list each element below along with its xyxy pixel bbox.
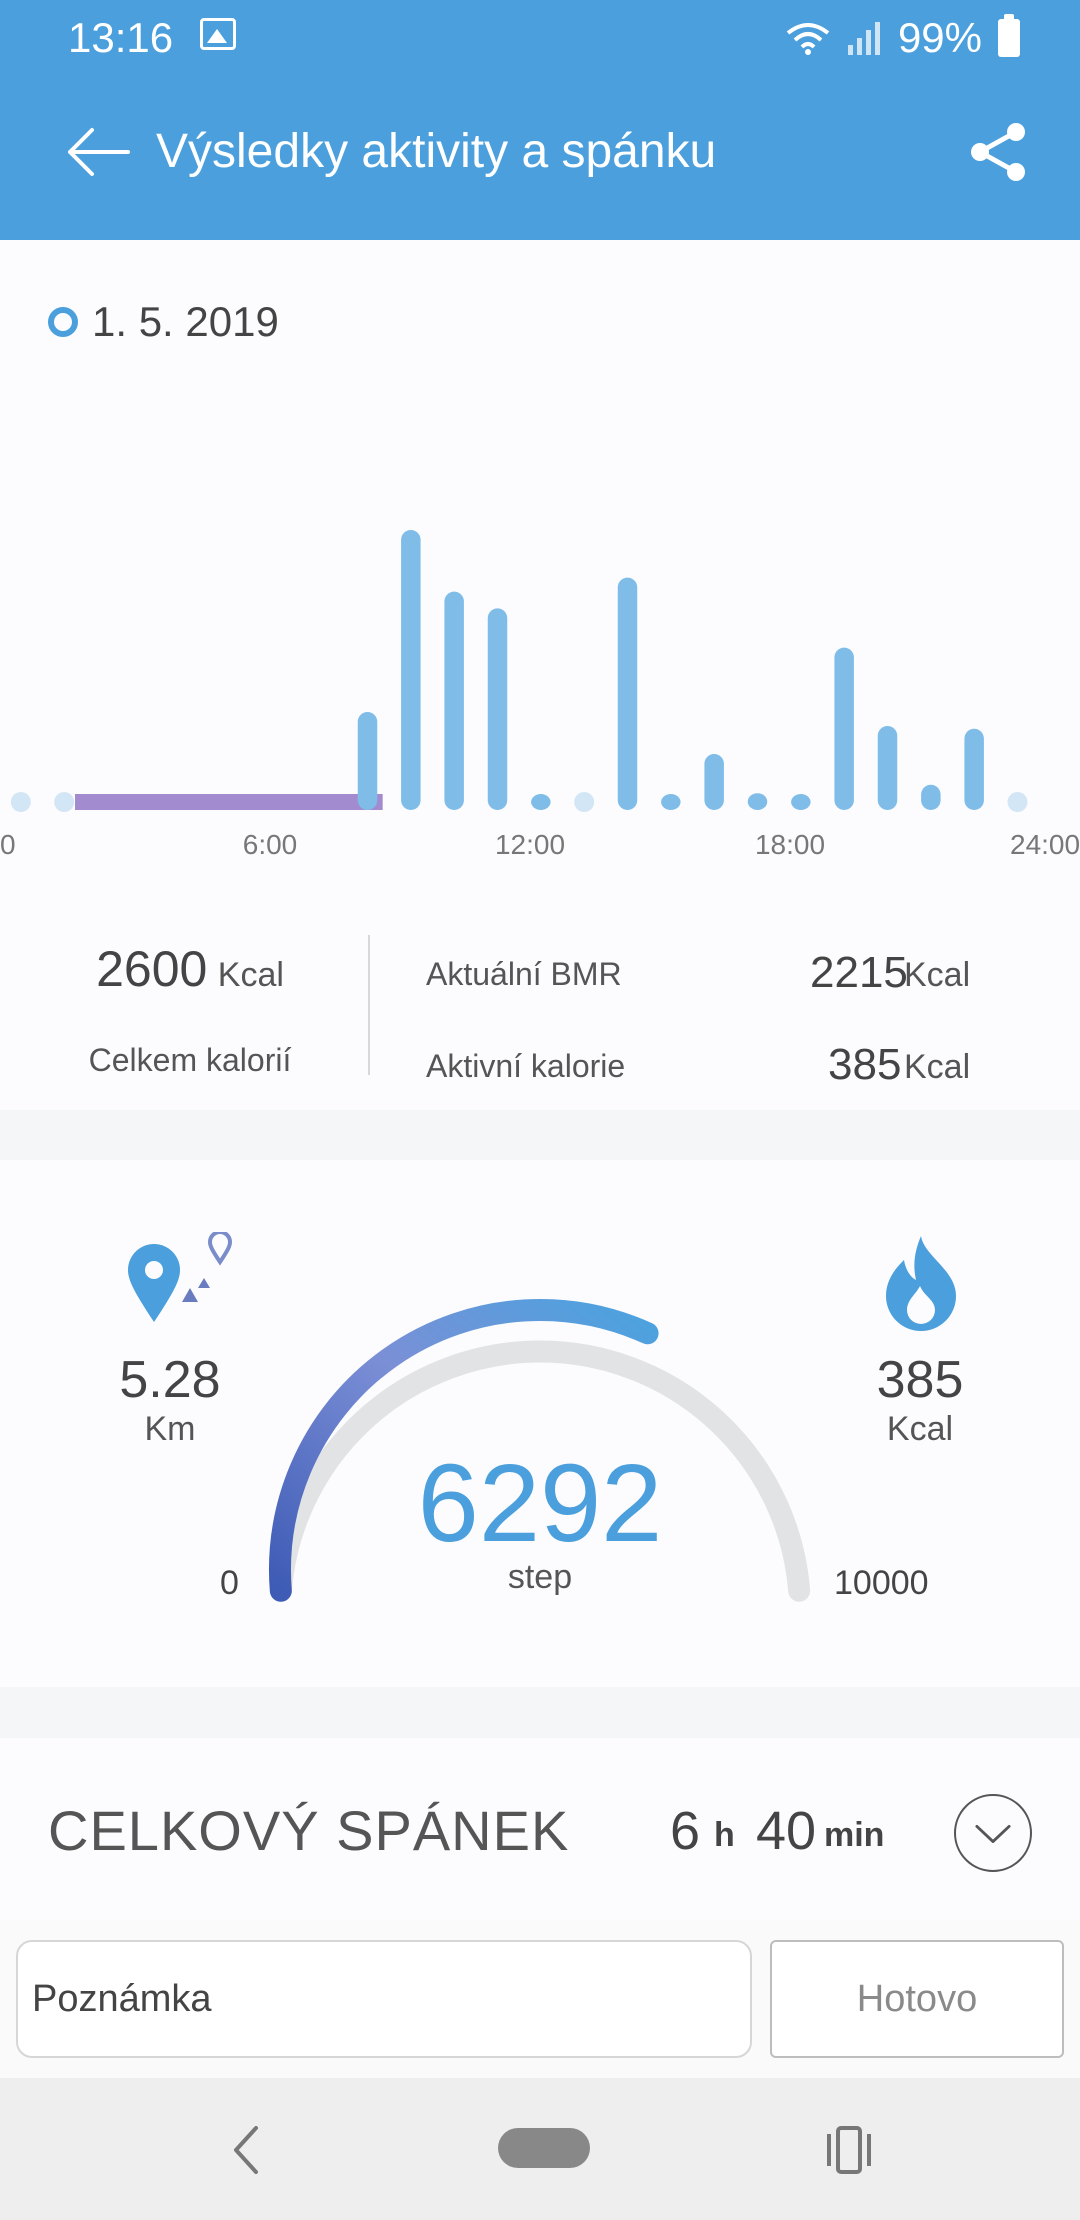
steps-count: 6292 — [417, 1442, 663, 1565]
chart-bar — [747, 793, 768, 810]
status-right: 99% — [786, 14, 1020, 62]
gauge-track — [269, 1340, 811, 1602]
distance-unit: Km — [144, 1410, 196, 1448]
x-tick-label: 12:00 — [495, 829, 565, 860]
x-tick-label: 18:00 — [755, 829, 825, 860]
chart-bar-empty — [574, 792, 595, 812]
chart-bar — [487, 608, 508, 810]
x-tick-label: 24:00 — [1010, 829, 1080, 860]
active-calories-unit: Kcal — [904, 1048, 971, 1086]
date-dot-icon — [48, 307, 78, 337]
date-label: 1. 5. 2019 — [92, 298, 279, 345]
note-row: Hotovo — [0, 1920, 1080, 2078]
battery-icon — [998, 14, 1020, 57]
share-icon[interactable] — [966, 120, 1030, 184]
chart-bar — [444, 591, 464, 810]
chart-bar — [834, 647, 854, 810]
chart-bar — [704, 754, 724, 810]
chart-bar — [964, 728, 984, 810]
gauge-min-label: 0 — [220, 1564, 239, 1602]
bmr-unit: Kcal — [904, 956, 971, 994]
steps-gauge — [269, 1299, 811, 1602]
system-nav-bar — [0, 2078, 1080, 2220]
sleep-card[interactable]: CELKOVÝ SPÁNEK 6 h 40 min — [0, 1738, 1080, 1920]
sleep-minutes: 40 — [756, 1801, 817, 1861]
x-tick-label: 6:00 — [243, 829, 298, 860]
bmr-row: Aktuální BMR 2215 Kcal — [426, 948, 1026, 1008]
nav-back-icon[interactable] — [226, 2120, 266, 2180]
bmr-value: 2215 — [810, 948, 908, 997]
sleep-hours: 6 — [670, 1801, 701, 1861]
chevron-down-icon[interactable] — [954, 1794, 1032, 1872]
nav-home-button[interactable] — [498, 2128, 590, 2168]
page-title: Výsledky aktivity a spánku — [156, 125, 717, 178]
activity-bar-chart: 0 6:00 12:00 18:00 24:00 — [0, 530, 1080, 860]
total-calories-label: Celkem kalorií — [88, 1042, 292, 1078]
activity-chart-card: 1. 5. 2019 0 6:00 12:00 18:00 24:00 2600 Kca… — [0, 240, 1080, 1110]
signal-icon — [847, 22, 880, 55]
x-tick-label: 0 — [0, 829, 16, 860]
total-calories-value: 2600 — [96, 941, 208, 997]
battery-percent: 99% — [897, 14, 982, 61]
date-selector[interactable]: 1. 5. 2019 — [48, 298, 279, 346]
app-bar: Výsledky aktivity a spánku — [0, 72, 1080, 240]
chart-bar — [921, 784, 941, 810]
active-calories-row: Aktivní kalorie 385 Kcal — [426, 1040, 1026, 1100]
sleep-band — [75, 794, 383, 810]
sleep-hours-unit: h — [714, 1816, 735, 1854]
sleep-minutes-unit: min — [824, 1816, 885, 1854]
status-time: 13:16 — [68, 14, 174, 61]
chart-bar-empty — [54, 792, 75, 812]
chart-bar — [531, 794, 551, 810]
gauge-max-label: 10000 — [834, 1564, 929, 1602]
chart-bar — [661, 794, 681, 810]
location-pin-icon — [128, 1232, 233, 1322]
chart-bar — [357, 712, 378, 810]
total-calories: 2600 Kcal Celkem kalorií — [40, 940, 340, 1079]
active-calories-label: Aktivní kalorie — [426, 1048, 626, 1084]
flame-icon — [886, 1236, 956, 1331]
total-calories-unit: Kcal — [217, 956, 284, 994]
chart-bar — [617, 577, 638, 810]
bmr-label: Aktuální BMR — [426, 956, 622, 992]
burned-calories-value: 385 — [876, 1351, 964, 1409]
done-button[interactable]: Hotovo — [770, 1940, 1064, 2058]
divider — [368, 935, 370, 1075]
sleep-title: CELKOVÝ SPÁNEK — [48, 1799, 570, 1862]
chart-bar-empty — [1007, 792, 1028, 812]
note-input[interactable] — [16, 1940, 752, 2058]
chart-bar — [877, 726, 898, 810]
status-bar: 13:16 99% — [0, 0, 1080, 72]
nav-recents-icon[interactable] — [826, 2124, 872, 2176]
wifi-icon — [786, 23, 830, 55]
chart-bar — [401, 530, 421, 810]
chart-bar — [791, 794, 811, 810]
back-arrow-icon[interactable] — [62, 122, 132, 182]
gauge-progress — [269, 1299, 659, 1602]
distance-value: 5.28 — [119, 1351, 221, 1409]
burned-calories-unit: Kcal — [886, 1410, 954, 1448]
chart-bar-empty — [10, 792, 31, 812]
steps-unit: step — [507, 1558, 573, 1596]
steps-card: 5.28 Km 385 Kcal 6292 step 0 10000 — [0, 1160, 1080, 1687]
gallery-notification-icon — [200, 18, 236, 50]
active-calories-value: 385 — [828, 1040, 902, 1089]
